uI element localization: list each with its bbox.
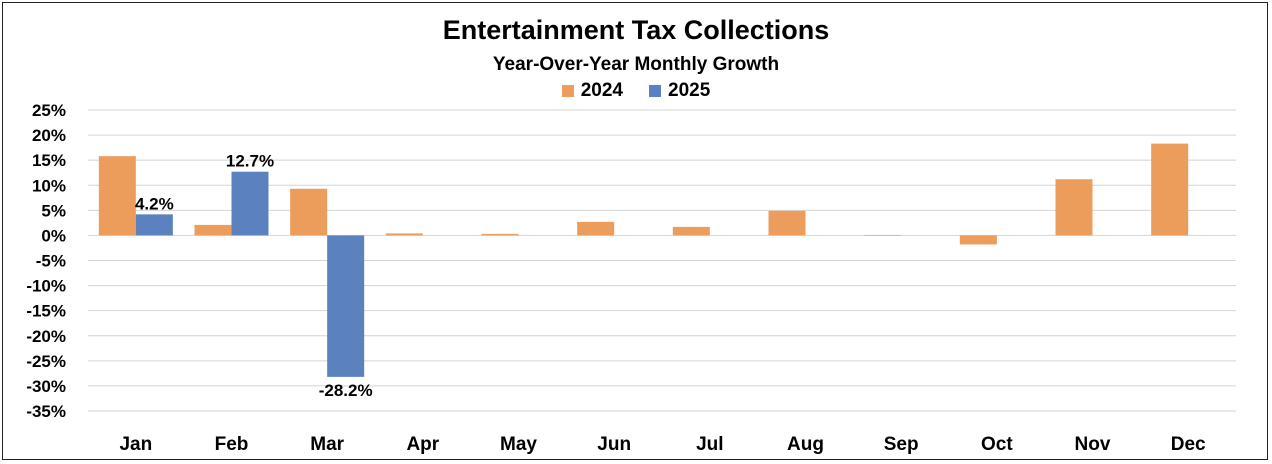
y-tick-label: -15% [26, 302, 66, 321]
y-tick-label: -25% [26, 352, 66, 371]
bar-2025-feb [231, 171, 269, 236]
y-tick-label: -5% [36, 252, 66, 271]
bar-2025-mar [327, 235, 365, 377]
bar-2024-aug [768, 210, 806, 236]
bar-2025-jan [135, 214, 173, 236]
bar-2024-nov [1055, 179, 1093, 236]
bar-2024-jun [577, 221, 615, 236]
x-tick-label: Jun [597, 434, 631, 455]
x-tick-label: Nov [1075, 434, 1111, 455]
x-tick-label: Oct [981, 434, 1013, 455]
x-tick-label: Jul [696, 434, 723, 455]
y-tick-label: 20% [32, 126, 66, 145]
bar-2024-sep [864, 235, 902, 236]
bar-2024-dec [1151, 143, 1189, 236]
x-tick-label: Sep [884, 434, 919, 455]
bar-2024-jul [672, 226, 710, 236]
y-tick-label: -10% [26, 277, 66, 296]
x-tick-label: May [500, 434, 537, 455]
bar-2024-mar [290, 188, 328, 236]
y-tick-label: 10% [32, 176, 66, 195]
data-label: 4.2% [135, 194, 174, 213]
data-label: -28.2% [319, 381, 373, 400]
legend-label-2024: 2024 [580, 80, 623, 101]
x-tick-label: Mar [310, 434, 344, 455]
y-tick-label: -35% [26, 402, 66, 421]
x-tick-label: Aug [787, 434, 824, 455]
bar-2024-may [481, 233, 519, 236]
bar-2024-feb [194, 224, 232, 236]
x-tick-label: Feb [215, 434, 249, 455]
legend-item-2024: 2024 [561, 80, 623, 102]
chart-title: Entertainment Tax Collections [442, 15, 830, 45]
bar-2024-oct [959, 235, 997, 245]
x-tick-label: Apr [406, 434, 439, 455]
legend-swatch-2025 [649, 85, 661, 97]
y-tick-label: 15% [32, 151, 66, 170]
x-tick-label: Dec [1171, 434, 1206, 455]
bar-2024-jan [98, 156, 136, 236]
y-tick-label: -20% [26, 327, 66, 346]
chart-legend: 2024 2025 [3, 80, 1269, 102]
legend-label-2025: 2025 [668, 80, 711, 101]
chart-subtitle: Year-Over-Year Monthly Growth [492, 54, 780, 75]
bar-2024-apr [385, 233, 423, 236]
data-label: 12.7% [226, 152, 274, 171]
y-tick-label: 0% [41, 226, 66, 245]
x-tick-label: Jan [119, 434, 152, 455]
y-tick-label: -30% [26, 377, 66, 396]
y-tick-label: 5% [41, 201, 66, 220]
legend-swatch-2024 [561, 85, 574, 97]
y-tick-label: 25% [32, 101, 66, 120]
legend-item-2025: 2025 [649, 80, 710, 102]
